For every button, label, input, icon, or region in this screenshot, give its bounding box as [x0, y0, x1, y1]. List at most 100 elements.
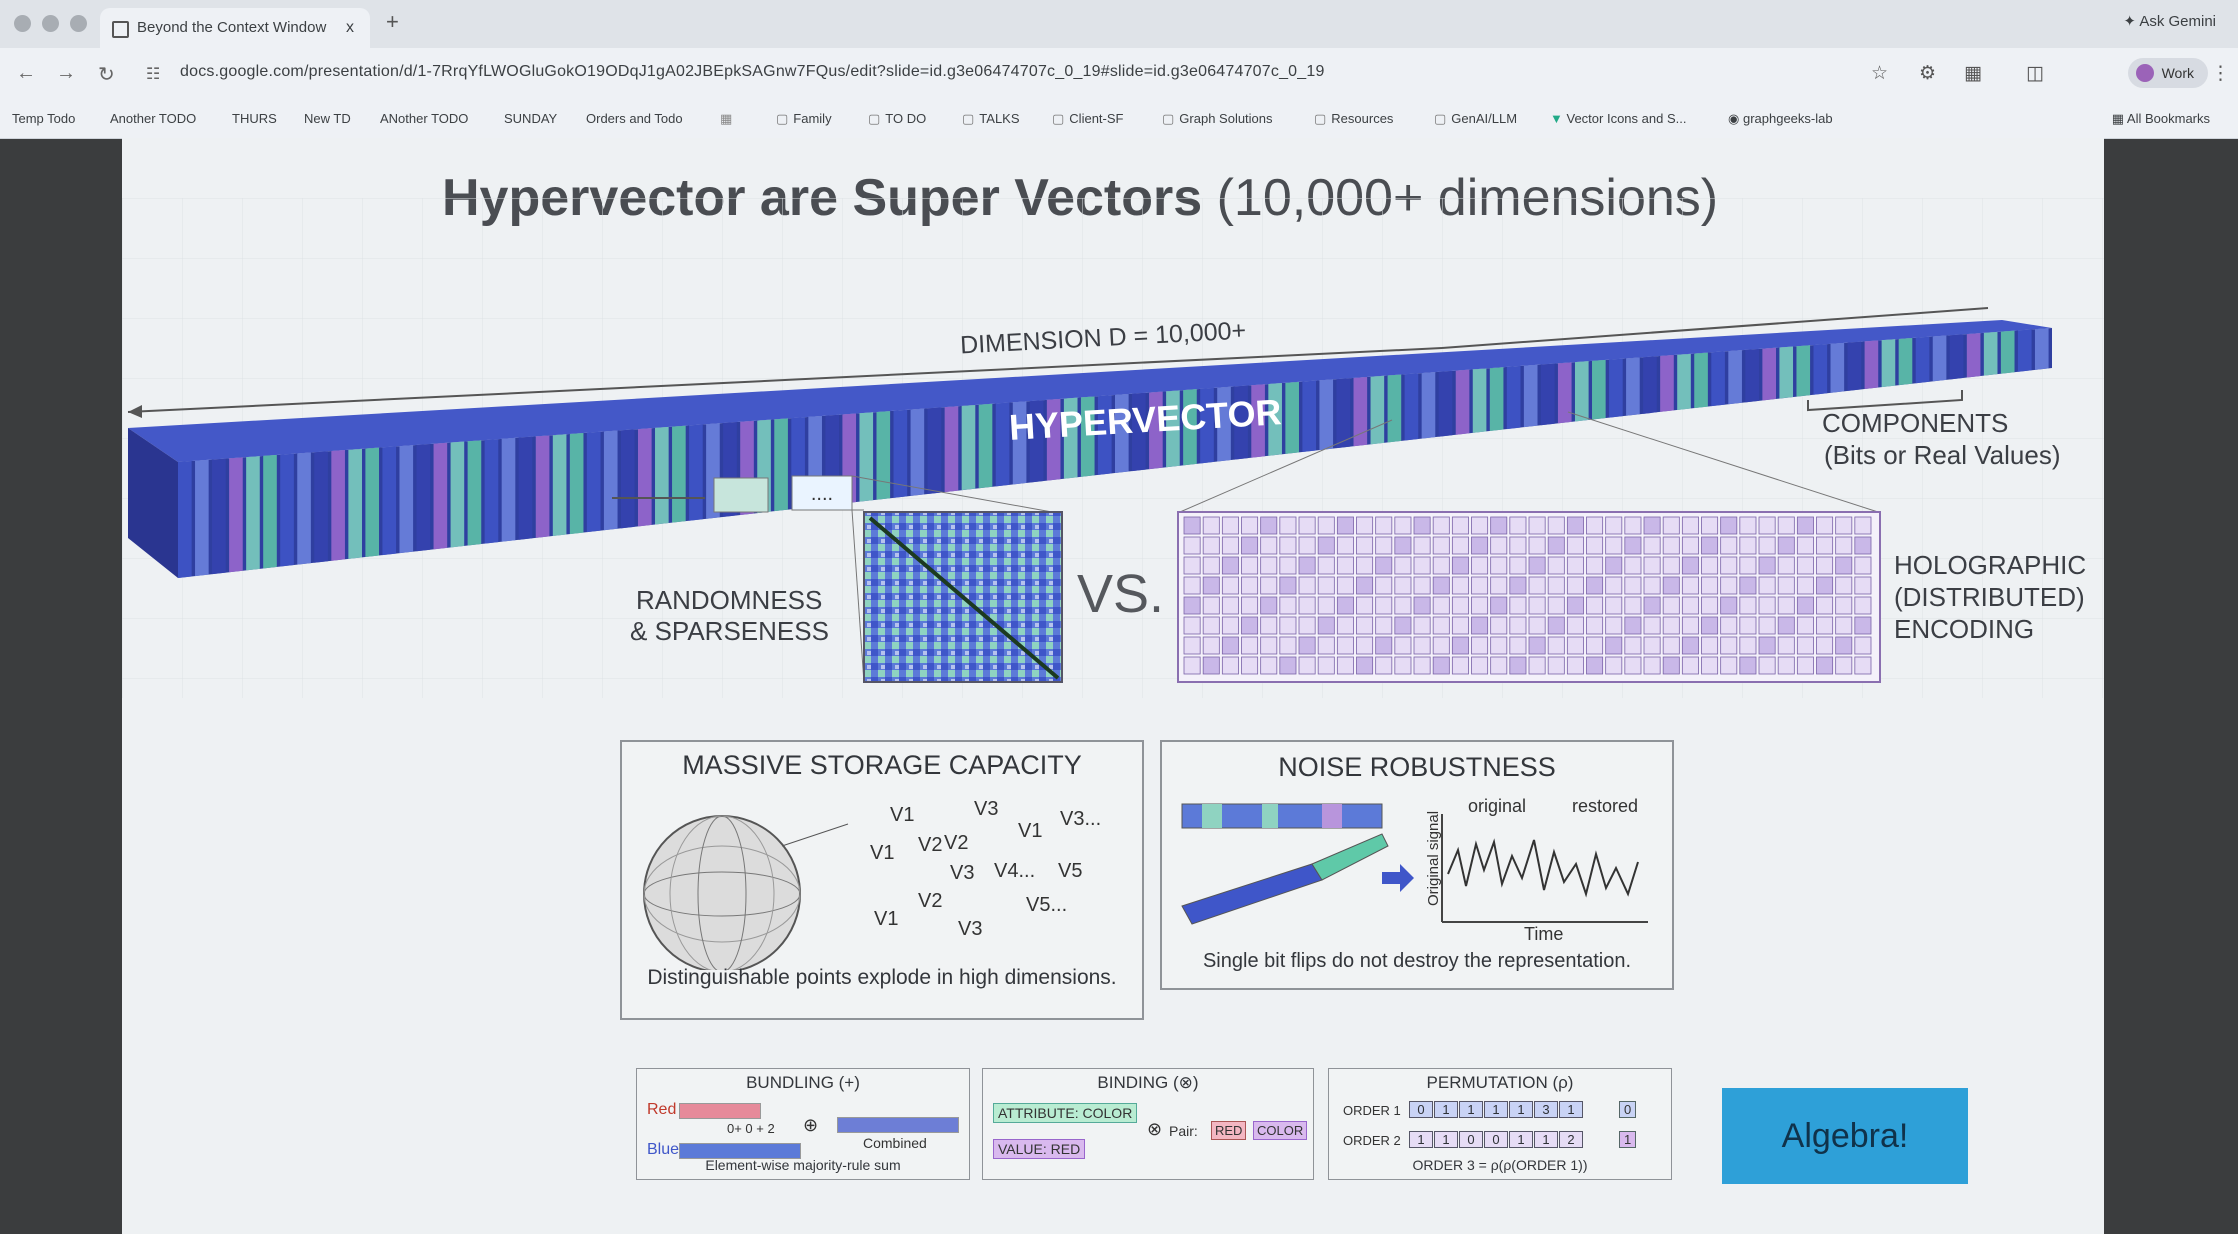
components-sublabel: (Bits or Real Values) [1824, 440, 2061, 470]
holo-cell [1586, 536, 1604, 555]
holo-cell [1816, 616, 1834, 635]
tab-close-icon[interactable]: x [346, 19, 354, 36]
holo-cell [1221, 636, 1239, 655]
bookmark-item[interactable]: Another TODO [110, 111, 197, 126]
holo-cell [1260, 556, 1278, 575]
bookmark-folder[interactable]: TALKS [962, 111, 1019, 127]
bookmark-folder[interactable]: TO DO [868, 111, 926, 127]
holo-cell [1451, 656, 1469, 675]
holo-cell [1279, 556, 1297, 575]
holo-cell [1796, 576, 1814, 595]
holo-cell [1701, 536, 1719, 555]
holo-cell [1490, 576, 1508, 595]
bookmark-link[interactable]: ▼ Vector Icons and S... [1550, 111, 1686, 126]
holo-cell [1758, 596, 1776, 615]
vector-point: V2 [944, 832, 969, 854]
holo-cell [1471, 536, 1489, 555]
holo-cell [1183, 556, 1201, 575]
holo-cell [1490, 516, 1508, 535]
original-label: original [1468, 796, 1527, 816]
holo-cell [1394, 556, 1412, 575]
bookmark-folder[interactable]: Graph Solutions [1162, 111, 1272, 127]
holo-cell [1681, 656, 1699, 675]
holo-cell [1854, 516, 1872, 535]
noise-title: NOISE ROBUSTNESS [1278, 752, 1556, 782]
holo-cell [1720, 536, 1738, 555]
holo-cell [1816, 516, 1834, 535]
holo-cell [1643, 596, 1661, 615]
bookmark-item[interactable]: THURS [232, 111, 277, 126]
site-info-icon[interactable]: ☷ [146, 66, 161, 83]
close-window-button[interactable] [14, 15, 31, 32]
bar-stripe [1217, 386, 1231, 462]
puzzle-icon[interactable]: ▦ [1964, 63, 1982, 84]
holo-cell [1739, 536, 1757, 555]
holo-cell [1796, 556, 1814, 575]
holo-cell [1183, 656, 1201, 675]
holo-cell [1643, 516, 1661, 535]
bar-stripe [314, 451, 328, 563]
holo-cell [1509, 516, 1527, 535]
bookmark-folder[interactable]: GenAI/LLM [1434, 111, 1517, 127]
holo-cell [1451, 636, 1469, 655]
extension-icon[interactable]: ⚙ [1918, 63, 1936, 84]
bookmark-item[interactable]: Temp Todo [12, 111, 76, 126]
holo-cell [1260, 516, 1278, 535]
holo-cell [1566, 556, 1584, 575]
ask-gemini-button[interactable]: ✦ Ask Gemini [2123, 13, 2216, 30]
side-panel-icon[interactable]: ◫ [2026, 63, 2044, 84]
holo-cell [1490, 636, 1508, 655]
bookmark-link[interactable]: ◉ graphgeeks-lab [1728, 111, 1833, 127]
reload-icon[interactable]: ↻ [98, 64, 115, 86]
holo-cell [1471, 576, 1489, 595]
bookmark-folder[interactable]: Resources [1314, 111, 1393, 127]
holo-cell [1566, 536, 1584, 555]
bar-stripe [1404, 373, 1419, 441]
holo-cell [1183, 596, 1201, 615]
bit-cell: 0 [1459, 1131, 1483, 1148]
bookmark-star-icon[interactable]: ☆ [1870, 63, 1888, 84]
holo-cell [1777, 536, 1795, 555]
holo-cell [1356, 536, 1374, 555]
bookmark-item[interactable]: Orders and Todo [586, 111, 683, 126]
holo-cell [1298, 556, 1316, 575]
holo-cell [1336, 616, 1354, 635]
maximize-window-button[interactable] [70, 15, 87, 32]
bookmark-item[interactable]: New TD [304, 111, 351, 126]
bar-stripe [1149, 391, 1163, 470]
back-arrow-icon[interactable]: ← [16, 62, 36, 84]
new-tab-button[interactable]: + [386, 9, 399, 34]
bar-stripe [1966, 333, 1981, 378]
menu-kebab-icon[interactable]: ⋮ [2211, 63, 2230, 84]
holo-cell [1432, 556, 1450, 575]
browser-tab[interactable]: Beyond the Context Window x [100, 8, 370, 48]
holo-cell [1624, 516, 1642, 535]
bundling-panel: BUNDLING (+) Red 0+ 0 + 2 ⊕ Blue Combine… [636, 1068, 970, 1180]
forward-arrow-icon[interactable]: → [56, 62, 76, 84]
holo-cell [1643, 656, 1661, 675]
bookmark-folder[interactable]: Client-SF [1052, 111, 1123, 127]
bookmark-item[interactable]: ANother TODO [380, 111, 469, 126]
holographic-label: HOLOGRAPHIC [1894, 550, 2087, 580]
holo-cell [1566, 596, 1584, 615]
bar-stripe [1029, 400, 1044, 483]
bar-stripe [1234, 385, 1248, 460]
holo-cell [1777, 576, 1795, 595]
holo-cell [1432, 636, 1450, 655]
tab-title: Beyond the Context Window [137, 19, 327, 36]
minimize-window-button[interactable] [42, 15, 59, 32]
all-bookmarks-button[interactable]: ▦ All Bookmarks [2112, 111, 2210, 127]
bookmark-folder[interactable]: Family [776, 111, 831, 127]
vector-point: V3 [950, 862, 975, 884]
holo-cell [1662, 576, 1680, 595]
holo-cell [1796, 536, 1814, 555]
holo-cell [1471, 656, 1489, 675]
profile-chip[interactable]: Work [2127, 58, 2208, 88]
apps-grid-icon[interactable]: ▦ [720, 111, 733, 126]
url-field[interactable]: docs.google.com/presentation/d/1-7RrqYfL… [180, 63, 1325, 80]
bar-stripe [1932, 335, 1947, 382]
bookmark-item[interactable]: SUNDAY [504, 111, 558, 126]
bar-stripe [1132, 392, 1146, 472]
bar-stripe [535, 435, 550, 538]
